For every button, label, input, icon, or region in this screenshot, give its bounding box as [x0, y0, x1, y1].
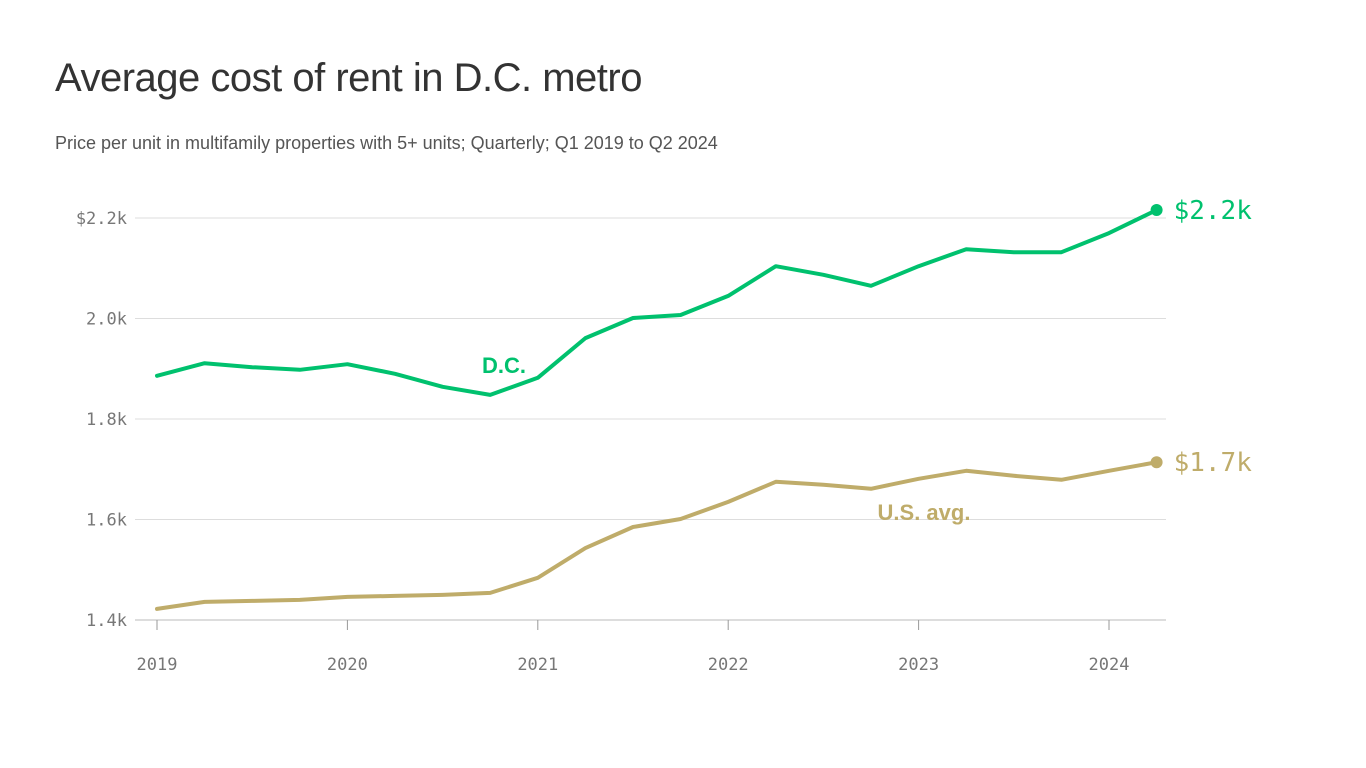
x-tick-label: 2023: [898, 655, 939, 675]
y-tick-label: 1.8k: [86, 410, 127, 430]
series-line: [155, 460, 1159, 611]
y-tick-label: 2.0k: [86, 310, 127, 330]
end-value-label: $2.2k: [1174, 196, 1253, 226]
x-tick-label: 2020: [327, 655, 368, 675]
dc-series-label: D.C.: [482, 353, 526, 378]
y-tick-label: 1.4k: [86, 611, 127, 631]
y-tick-label: 1.6k: [86, 511, 127, 531]
series-line: [155, 208, 1159, 397]
end-value-label: $1.7k: [1174, 448, 1253, 478]
chart-title: Average cost of rent in D.C. metro: [55, 56, 642, 100]
x-tick-label: 2022: [708, 655, 749, 675]
end-point: [1150, 456, 1163, 469]
y-tick-label: $2.2k: [76, 209, 127, 229]
end-point: [1150, 203, 1163, 216]
x-tick-label: 2024: [1089, 655, 1130, 675]
x-tick-label: 2021: [517, 655, 558, 675]
us-series-label: U.S. avg.: [878, 500, 971, 525]
x-tick-label: 2019: [137, 655, 178, 675]
chart-subtitle: Price per unit in multifamily properties…: [55, 133, 718, 153]
